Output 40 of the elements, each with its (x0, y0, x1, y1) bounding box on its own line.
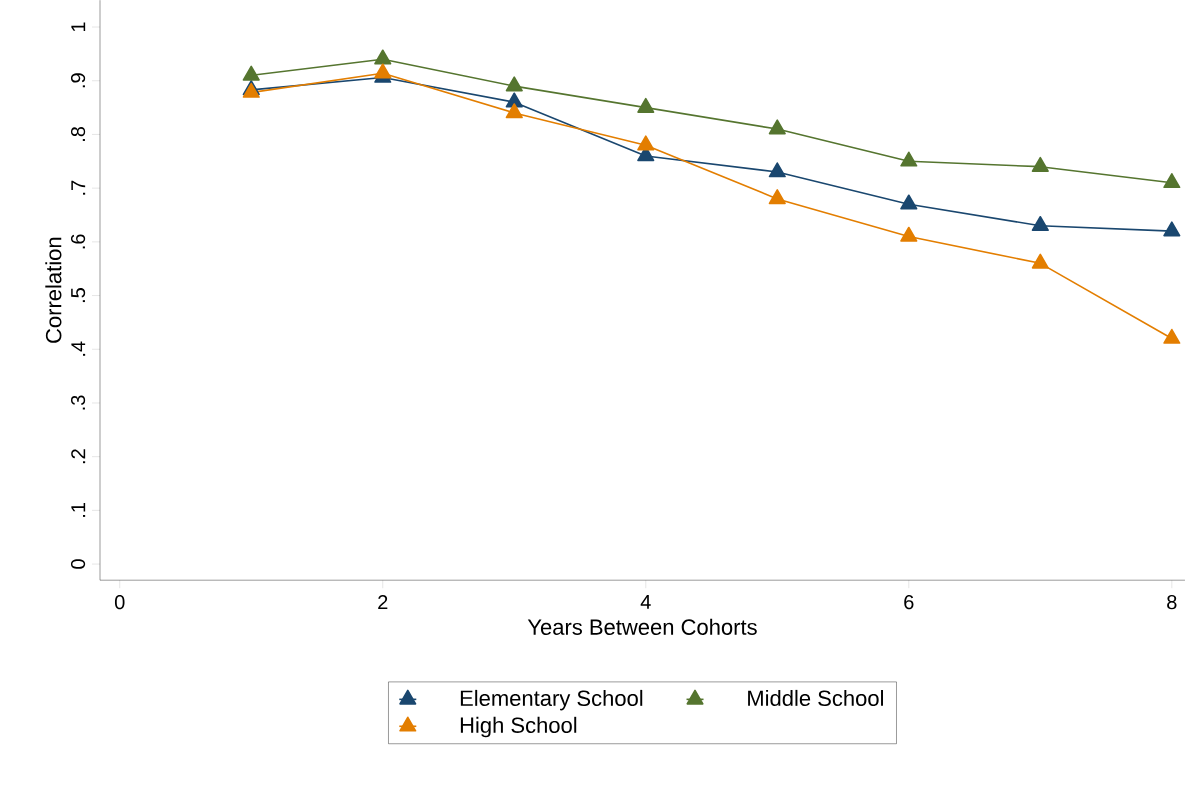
y-tick-label: .7 (71, 180, 86, 195)
y-axis-title: Correlation (45, 237, 62, 343)
x-tick-label: 8 (1167, 594, 1177, 610)
point (1163, 172, 1181, 188)
point (1031, 215, 1049, 231)
x-axis-title: Years Between Cohorts (527, 618, 757, 635)
point (1163, 328, 1181, 344)
x-tick-label: 6 (904, 594, 914, 610)
point (374, 63, 392, 79)
x-tick-label: 0 (114, 594, 125, 610)
y-tick-label: .6 (70, 234, 86, 249)
point (505, 103, 523, 119)
point (768, 189, 786, 205)
y-tick-label: 1 (71, 22, 86, 31)
y-tick-label: .9 (70, 73, 86, 88)
y-tick-label: .2 (71, 449, 86, 464)
x-tick-label: 2 (378, 594, 388, 609)
y-tick-label: .1 (71, 502, 86, 517)
point (900, 226, 918, 242)
point (768, 162, 786, 178)
y-tick-label: .8 (70, 126, 86, 141)
point (505, 76, 523, 92)
point (1163, 221, 1181, 237)
point (768, 119, 786, 135)
y-tick-label: .3 (70, 395, 86, 410)
legend-label: Middle School (748, 689, 883, 706)
y-tick-label: .5 (71, 287, 86, 302)
point (637, 135, 655, 151)
legend-label: Elementary School (460, 689, 643, 711)
y-tick-label: .4 (71, 341, 86, 356)
point (900, 194, 918, 210)
x-tick-label: 4 (640, 594, 651, 609)
legend-label: High School (460, 716, 577, 738)
point (900, 151, 918, 167)
point (1031, 156, 1049, 172)
point (637, 97, 655, 113)
point (1031, 253, 1049, 269)
y-tick-label: 0 (70, 559, 86, 569)
point (242, 65, 260, 81)
point (374, 49, 392, 65)
